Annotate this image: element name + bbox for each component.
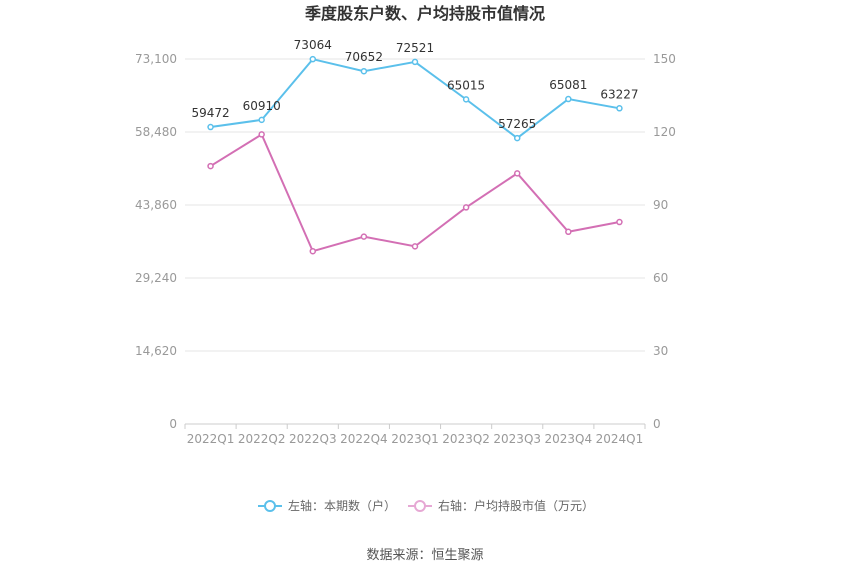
data-point[interactable] (565, 228, 572, 236)
data-point[interactable] (360, 233, 368, 240)
left-axis-ticks: 0 14,620 29,240 43,860 58,480 73,100 (135, 52, 177, 431)
data-point[interactable] (309, 247, 317, 255)
chart-title: 季度股东户数、户均持股市值情况 (304, 4, 545, 23)
series-line-right (210, 132, 620, 253)
legend-label-right: 右轴：户均持股市值（万元） (438, 498, 594, 513)
legend: 左轴：本期数（户） 右轴：户均持股市值（万元） (258, 498, 594, 513)
right-tick-label: 60 (653, 271, 668, 285)
x-tick-label: 2023Q4 (545, 432, 593, 446)
x-axis-ticks: 2022Q1 2022Q2 2022Q3 2022Q4 2023Q1 2023Q2 2023… (184, 424, 646, 446)
data-point[interactable] (616, 105, 623, 112)
right-tick-label: 150 (653, 52, 676, 66)
legend-item-right-series[interactable]: 右轴：户均持股市值（万元） (408, 498, 594, 513)
legend-label-left: 左轴：本期数（户） (288, 498, 396, 513)
left-tick-label: 29,240 (135, 271, 177, 285)
series-layer (207, 55, 623, 255)
source-note: 数据来源：恒生聚源 (366, 548, 483, 563)
data-label: 63227 (600, 87, 638, 101)
data-point[interactable] (411, 58, 419, 66)
data-point[interactable] (207, 123, 214, 131)
x-tick-label: 2022Q4 (340, 432, 388, 446)
data-label: 73064 (294, 38, 332, 52)
data-labels-layer: 59472 60910 73064 70652 72521 65015 57265 65081… (191, 38, 638, 131)
data-point[interactable] (462, 96, 470, 103)
data-point[interactable] (411, 243, 419, 250)
x-tick-label: 2022Q3 (289, 432, 337, 446)
data-label: 59472 (191, 106, 229, 120)
x-tick-label: 2022Q1 (187, 432, 235, 446)
data-point[interactable] (462, 204, 470, 211)
grid-layer (185, 58, 645, 425)
data-point[interactable] (207, 162, 214, 170)
x-tick-label: 2023Q1 (391, 432, 439, 446)
data-point[interactable] (360, 67, 368, 75)
legend-marker-left (264, 500, 276, 512)
left-tick-label: 0 (169, 417, 177, 431)
left-tick-label: 58,480 (135, 125, 177, 139)
data-label: 72521 (396, 41, 434, 55)
x-tick-label: 2023Q3 (493, 432, 541, 446)
data-label: 65081 (549, 78, 587, 92)
data-point[interactable] (616, 218, 623, 226)
right-tick-label: 0 (653, 417, 661, 431)
data-label: 60910 (243, 99, 281, 113)
x-tick-label: 2024Q1 (596, 432, 644, 446)
data-point[interactable] (309, 55, 317, 63)
x-tick-label: 2023Q2 (442, 432, 490, 446)
data-point[interactable] (513, 134, 521, 142)
data-point[interactable] (258, 131, 265, 138)
data-label: 65015 (447, 78, 485, 92)
left-tick-label: 43,860 (135, 198, 177, 212)
x-tick-label: 2022Q2 (238, 432, 286, 446)
legend-marker-right (414, 500, 426, 512)
data-point[interactable] (565, 95, 572, 103)
right-tick-label: 120 (653, 125, 676, 139)
data-point[interactable] (258, 116, 265, 124)
data-label: 70652 (345, 50, 383, 64)
data-label: 57265 (498, 117, 536, 131)
left-tick-label: 14,620 (135, 344, 177, 358)
right-tick-label: 30 (653, 344, 668, 358)
right-tick-label: 90 (653, 198, 668, 212)
right-axis-ticks: 0 30 60 90 120 150 (653, 52, 676, 431)
left-tick-label: 73,100 (135, 52, 177, 66)
data-point[interactable] (513, 170, 521, 177)
legend-item-left-series[interactable]: 左轴：本期数（户） (258, 498, 396, 513)
